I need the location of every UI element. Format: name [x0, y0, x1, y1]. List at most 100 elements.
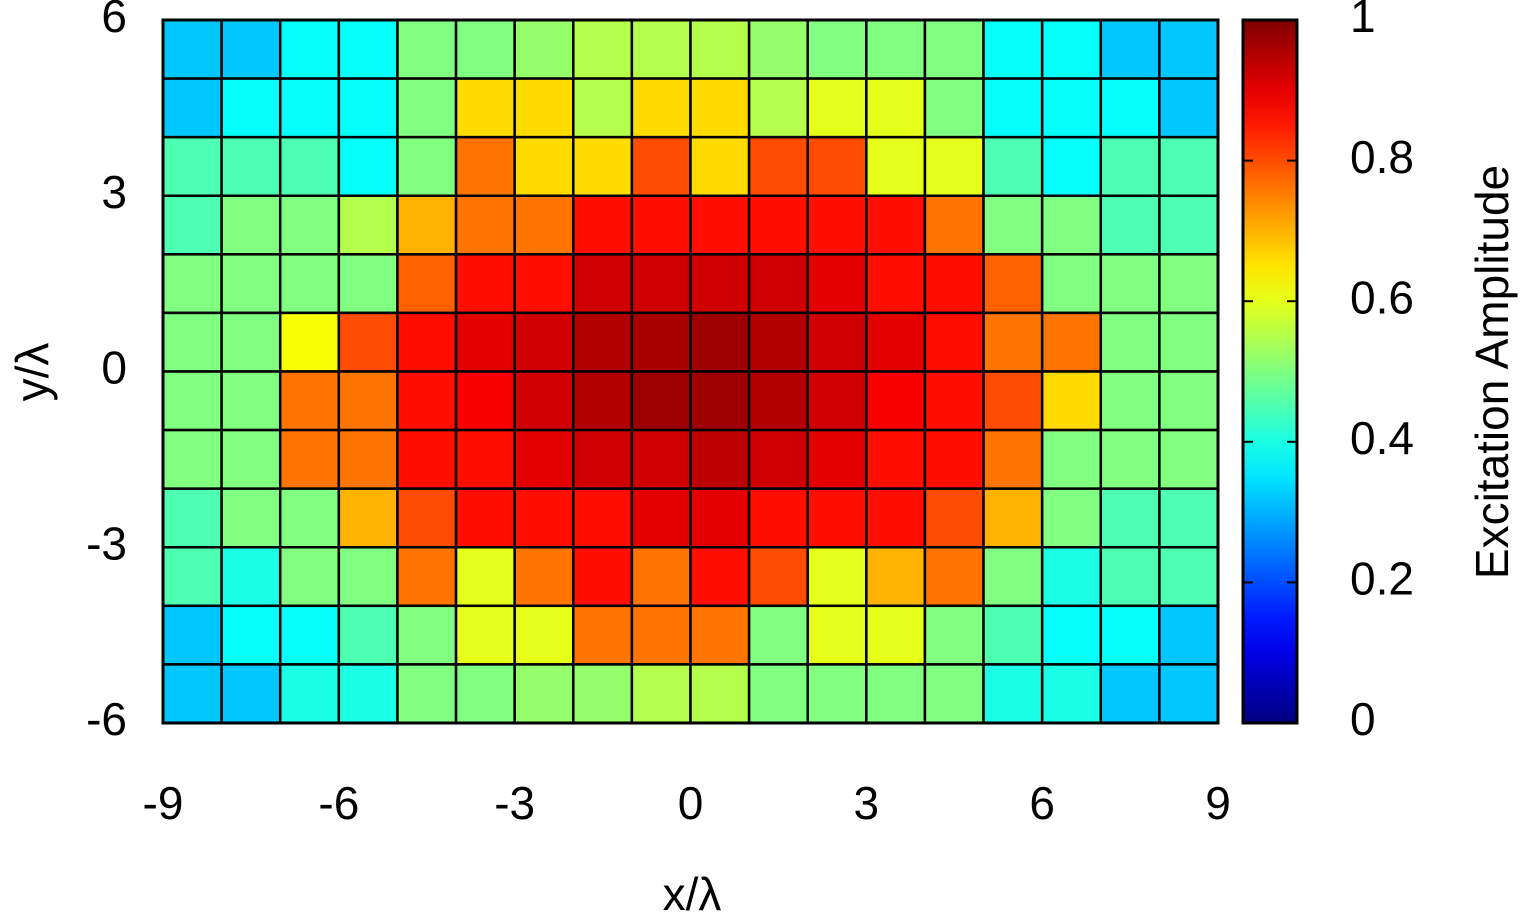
heatmap-cell — [923, 663, 985, 725]
heatmap-cell — [513, 428, 575, 490]
heatmap-cell — [513, 546, 575, 608]
heatmap-cell — [572, 604, 634, 666]
colorbar — [1241, 18, 1299, 725]
heatmap-cell — [689, 77, 751, 139]
heatmap-cell — [396, 370, 458, 432]
heatmap-cell — [278, 663, 341, 725]
heatmap-cell — [1158, 663, 1220, 725]
heatmap-cell — [1158, 370, 1220, 432]
heatmap-cell — [630, 77, 692, 139]
heatmap-cell — [630, 370, 692, 432]
heatmap-cell — [865, 311, 927, 373]
heatmap-cell — [923, 253, 985, 315]
heatmap-cell — [982, 487, 1044, 549]
heatmap-cell — [1099, 487, 1161, 549]
heatmap-cell — [1158, 135, 1220, 198]
heatmap-cell — [454, 370, 516, 432]
heatmap-cell — [278, 194, 341, 256]
heatmap-cell — [454, 428, 516, 490]
heatmap-cell — [396, 487, 458, 549]
heatmap-cell — [278, 604, 341, 666]
heatmap-cell — [220, 311, 282, 373]
x-tick-label: -3 — [494, 777, 535, 829]
colorbar-tick-label: 0.2 — [1350, 553, 1414, 605]
heatmap-cell — [337, 77, 399, 139]
heatmap-cell — [689, 428, 751, 490]
heatmap-cell — [630, 135, 692, 198]
heatmap-cell — [747, 18, 809, 80]
heatmap-cell — [923, 194, 985, 256]
heatmap-cell — [572, 311, 634, 373]
heatmap-cell — [865, 77, 927, 139]
heatmap-cell — [1040, 253, 1103, 315]
heatmap-cell — [630, 194, 692, 256]
heatmap-cell — [806, 487, 868, 549]
heatmap-cell — [572, 663, 634, 725]
heatmap-cell — [572, 135, 634, 198]
heatmap-cell — [513, 604, 575, 666]
heatmap-cell — [572, 18, 634, 80]
heatmap-cell — [747, 663, 809, 725]
heatmap-cell — [161, 77, 223, 139]
heatmap-cell — [1158, 487, 1220, 549]
heatmap-cell — [161, 18, 223, 80]
heatmap-cell — [806, 194, 868, 256]
heatmap-cell — [982, 370, 1044, 432]
heatmap-cell — [982, 194, 1044, 256]
heatmap-cell — [454, 194, 516, 256]
heatmap-cell — [220, 253, 282, 315]
heatmap-cell — [396, 18, 458, 80]
heatmap-cell — [1099, 18, 1161, 80]
heatmap-cell — [396, 311, 458, 373]
heatmap-cell — [865, 135, 927, 198]
heatmap-cell — [865, 370, 927, 432]
heatmap-cell — [689, 18, 751, 80]
heatmap-cell — [1040, 18, 1103, 80]
heatmap-cell — [1158, 253, 1220, 315]
heatmap-cell — [1040, 194, 1103, 256]
heatmap-cell — [572, 370, 634, 432]
heatmap-cell — [1040, 546, 1103, 608]
heatmap-cell — [865, 546, 927, 608]
heatmap-cell — [161, 663, 223, 725]
heatmap-cell — [454, 18, 516, 80]
heatmap-cell — [923, 77, 985, 139]
heatmap-cell — [982, 546, 1044, 608]
heatmap-cell — [689, 194, 751, 256]
heatmap-cell — [513, 77, 575, 139]
heatmap-cell — [1099, 135, 1161, 198]
colorbar-tick-label: 0 — [1350, 693, 1376, 745]
heatmap-cell — [747, 77, 809, 139]
heatmap-cell — [161, 428, 223, 490]
heatmap-cell — [923, 311, 985, 373]
heatmap-cell — [1040, 311, 1103, 373]
heatmap-cell — [1158, 194, 1220, 256]
heatmap-cell — [220, 370, 282, 432]
heatmap-cell — [572, 487, 634, 549]
heatmap-cell — [220, 18, 282, 80]
heatmap-cell — [278, 428, 341, 490]
heatmap-cell — [220, 663, 282, 725]
heatmap-cell — [220, 194, 282, 256]
y-tick-label: 0 — [101, 342, 127, 394]
heatmap-cell — [220, 546, 282, 608]
heatmap-cell — [454, 311, 516, 373]
heatmap-cell — [982, 604, 1044, 666]
heatmap-cell — [1040, 663, 1103, 725]
heatmap-cell — [1099, 253, 1161, 315]
heatmap-cell — [278, 18, 341, 80]
heatmap-cell — [1099, 77, 1161, 139]
heatmap-cell — [337, 487, 399, 549]
heatmap-cell — [513, 18, 575, 80]
heatmap-cell — [572, 194, 634, 256]
heatmap-cell — [806, 311, 868, 373]
colorbar-tick-label: 0.6 — [1350, 271, 1414, 323]
heatmap-cell — [689, 311, 751, 373]
heatmap-cell — [806, 428, 868, 490]
heatmap-cell — [865, 428, 927, 490]
heatmap-cell — [630, 428, 692, 490]
heatmap-cell — [1040, 428, 1103, 490]
y-tick-label: -3 — [86, 517, 127, 569]
heatmap-cell — [396, 194, 458, 256]
